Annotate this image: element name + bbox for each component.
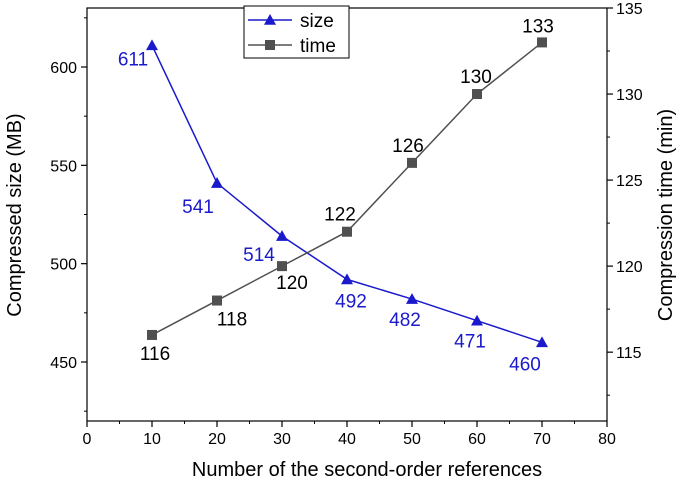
y-left-tick-label: 550: [50, 158, 77, 175]
data-label-time: 118: [217, 310, 247, 331]
point-size: [406, 293, 418, 304]
y-axis-right-title: Compression time (min): [655, 109, 677, 321]
y-right-tick-label: 120: [616, 259, 643, 276]
data-label-size: 541: [182, 197, 214, 218]
y-left-tick-label: 500: [50, 257, 77, 274]
y-axis-right: 115 120 125 130 135: [607, 1, 643, 396]
x-tick-label: 0: [83, 431, 92, 448]
data-label-time: 126: [392, 136, 424, 157]
x-tick-label: 60: [468, 431, 486, 448]
legend-label-size: size: [300, 11, 334, 32]
x-tick-label: 30: [273, 431, 291, 448]
data-label-size: 471: [454, 332, 486, 353]
y-right-tick-label: 115: [616, 345, 642, 362]
point-size: [211, 177, 223, 188]
x-tick-label: 80: [598, 431, 616, 448]
data-label-time: 116: [140, 344, 170, 365]
data-label-time: 120: [276, 273, 308, 294]
legend-label-time: time: [300, 36, 336, 57]
point-size: [341, 273, 353, 285]
legend: size time: [243, 5, 350, 59]
point-time: [212, 295, 222, 306]
point-time: [537, 37, 547, 48]
point-size: [276, 230, 288, 241]
data-label-size: 492: [335, 291, 367, 312]
point-time: [147, 329, 157, 340]
data-label-size: 611: [118, 49, 148, 70]
data-label-time: 130: [460, 67, 492, 88]
x-tick-label: 50: [403, 431, 421, 448]
data-labels: 611 541 514 492 482 471 460 116 118 120 122 126 130 1…: [118, 16, 554, 375]
x-tick-label: 70: [533, 431, 551, 448]
point-time: [277, 261, 287, 272]
x-tick-label: 40: [338, 431, 356, 448]
y-right-tick-label: 125: [616, 173, 643, 190]
y-right-tick-label: 135: [616, 1, 643, 18]
x-axis: 0 10 20 30 40 50 60 70 80: [83, 421, 616, 448]
point-time: [407, 157, 417, 168]
x-tick-label: 10: [143, 431, 161, 448]
point-size: [536, 336, 548, 348]
x-tick-label: 20: [208, 431, 226, 448]
y-right-tick-label: 130: [616, 87, 643, 104]
legend-marker-time: [265, 40, 275, 50]
x-axis-title: Number of the second-order references: [192, 459, 542, 481]
point-time: [472, 89, 482, 100]
point-time: [342, 226, 352, 237]
y-left-tick-label: 450: [50, 355, 77, 372]
data-label-size: 514: [243, 245, 275, 266]
data-label-size: 482: [389, 310, 421, 331]
y-left-tick-label: 600: [50, 60, 77, 77]
y-axis-left-title: Compressed size (MB): [4, 113, 26, 316]
data-label-time: 133: [522, 16, 554, 37]
series-markers: [146, 37, 548, 348]
point-size: [146, 39, 158, 51]
legend-marker-size: [264, 14, 276, 25]
legend-box: [243, 5, 350, 59]
data-label-size: 460: [509, 354, 541, 375]
y-axis-left: 450 500 550 600: [50, 17, 87, 412]
data-label-time: 122: [324, 205, 356, 226]
point-size: [471, 314, 483, 326]
